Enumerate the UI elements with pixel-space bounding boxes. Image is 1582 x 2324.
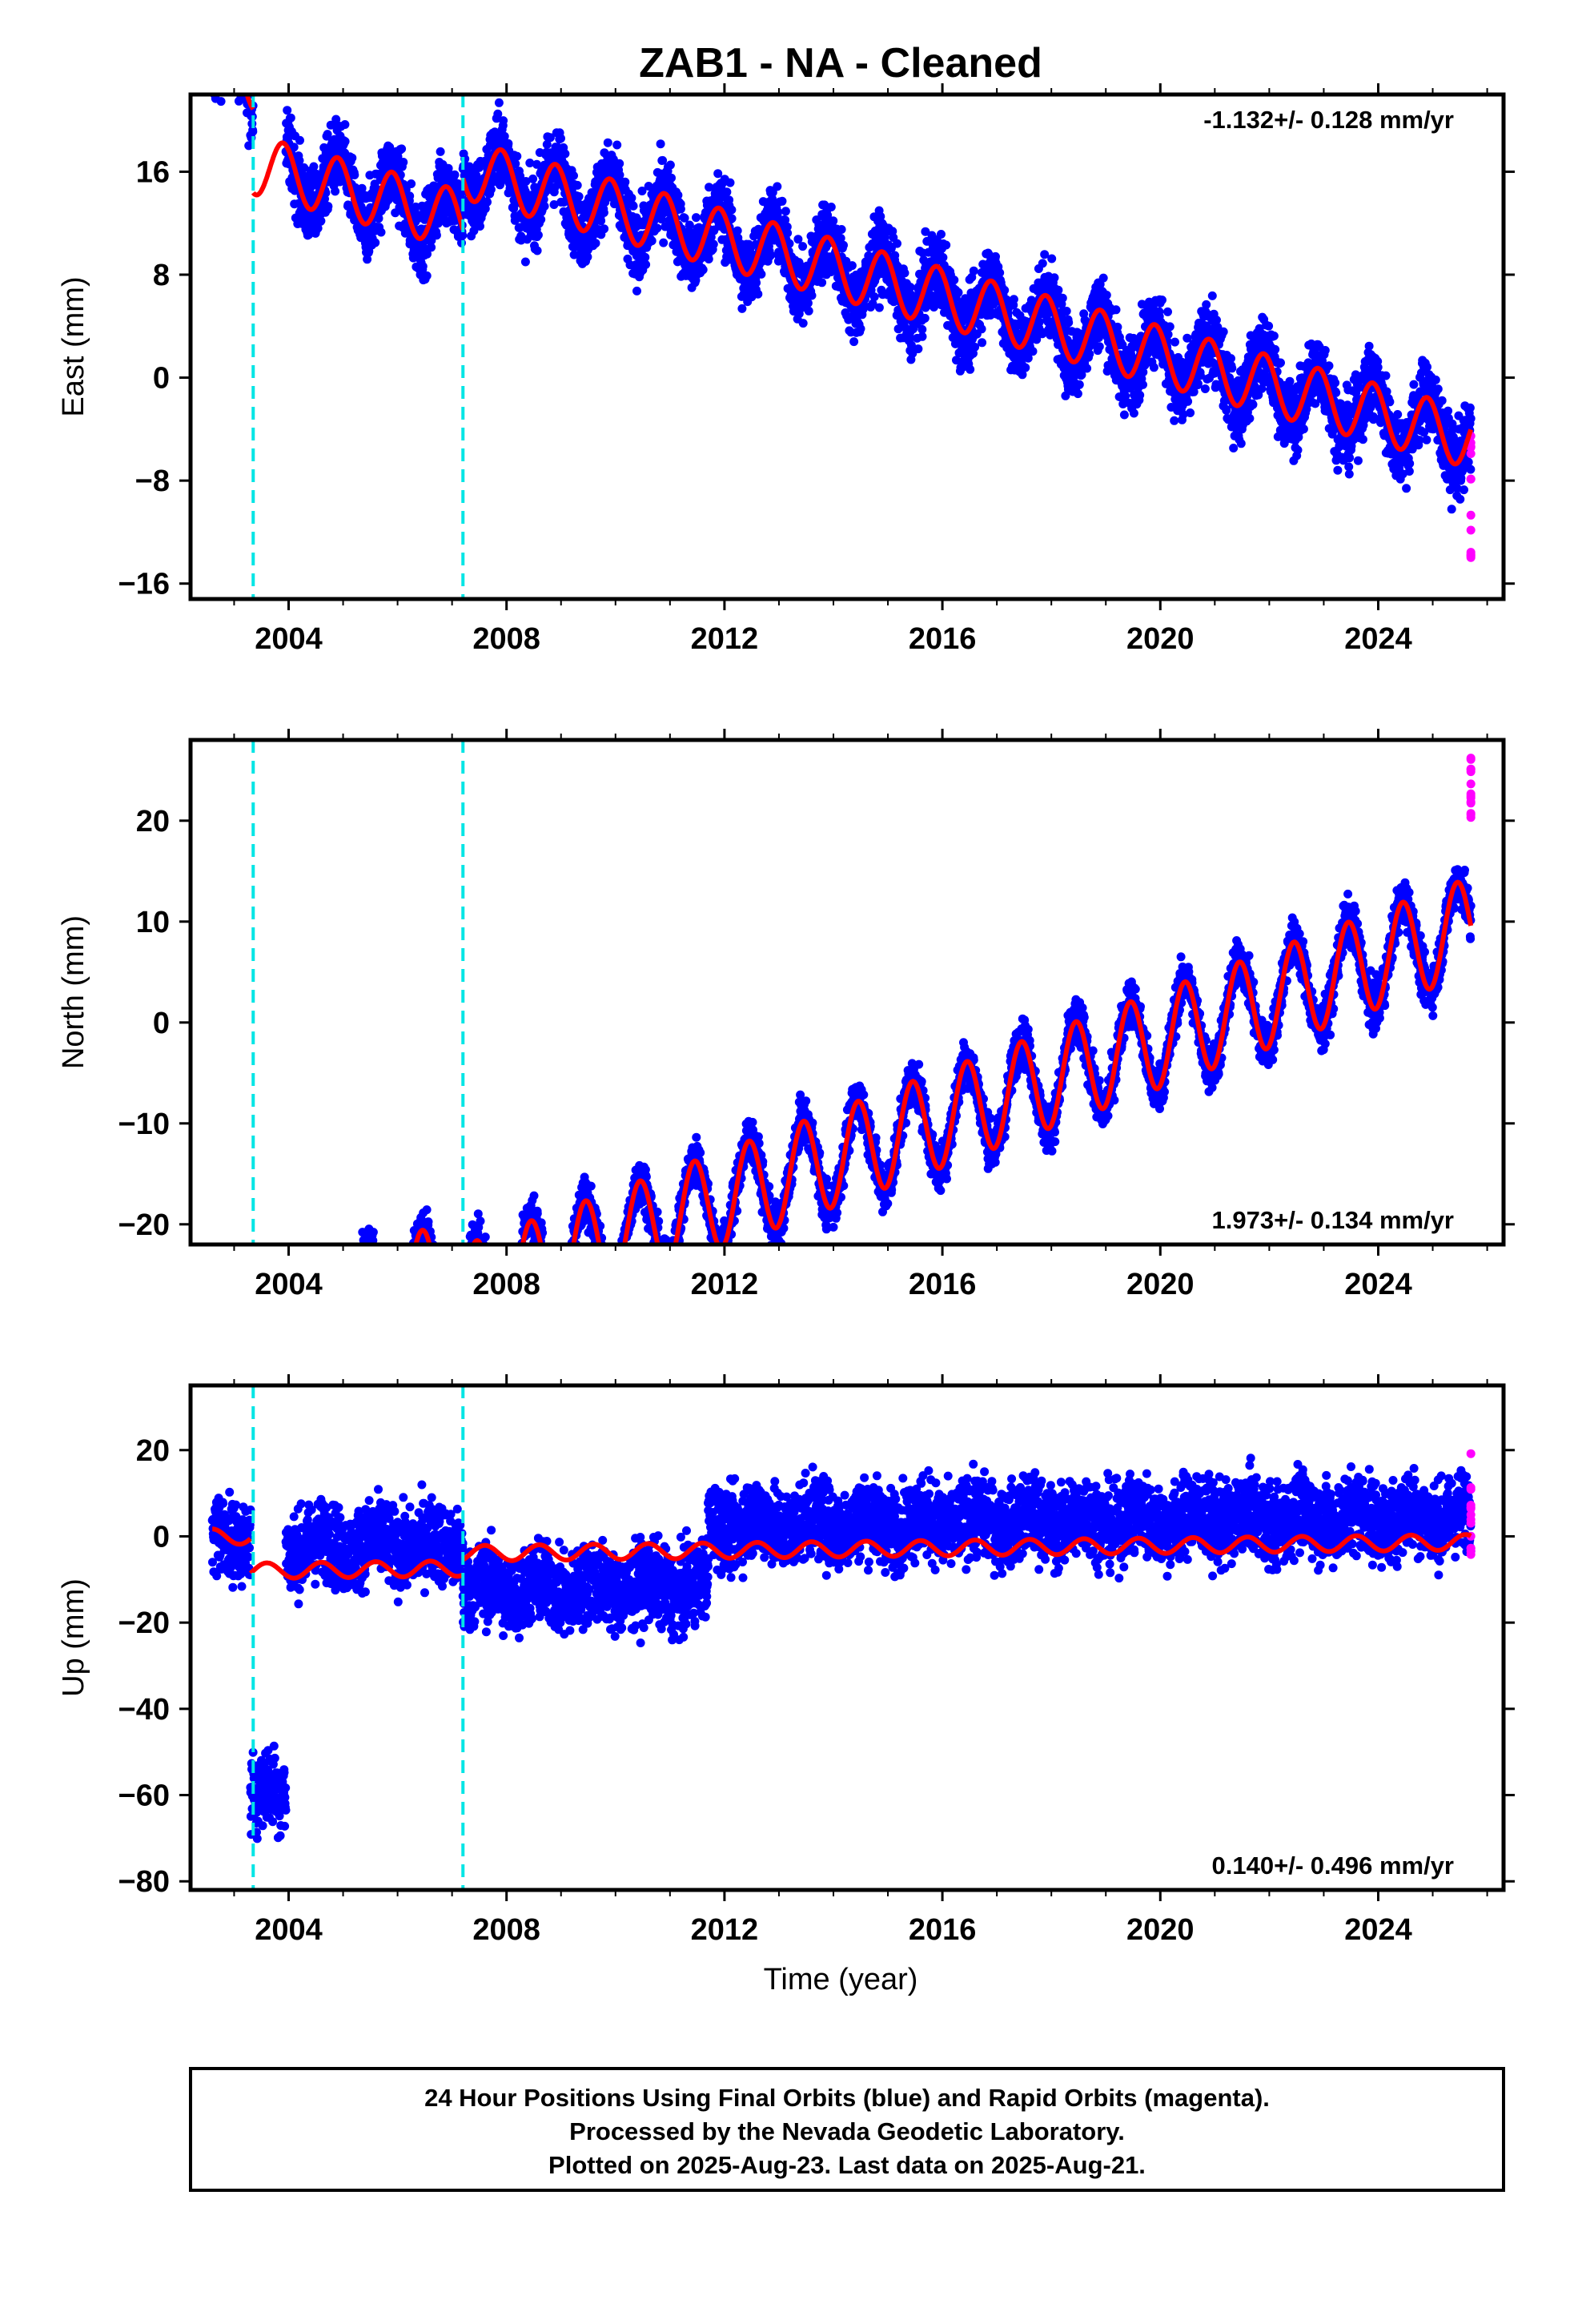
up-rapid-orbit-point: [1466, 1550, 1476, 1559]
east-rapid-orbit-point: [1466, 474, 1476, 484]
north-y-tick-label: 10: [136, 906, 170, 939]
panel-east: 2004 2008 2012 2016 2020 2024 16 8 0 −8 −16 East (m…: [57, 83, 1515, 656]
east-y-tick-label: 8: [153, 259, 170, 292]
north-x-tick-label: 2016: [909, 1268, 977, 1301]
east-rapid-orbit-point: [1466, 449, 1476, 458]
north-final-orbit-points: [358, 865, 1476, 1244]
east-x-tick-label: 2004: [255, 622, 323, 656]
x-axis-label: Time (year): [764, 1963, 918, 1996]
east-frame: [188, 92, 1506, 601]
east-rapid-orbit-point: [1466, 525, 1476, 535]
up-model-curve-4: [707, 1532, 1472, 1561]
east-x-tick-label: 2016: [909, 622, 977, 656]
up-x-tick-label: 2004: [255, 1913, 323, 1947]
north-x-tick-label: 2004: [255, 1268, 323, 1301]
up-rapid-orbit-point: [1466, 1485, 1476, 1494]
north-frame: [188, 738, 1506, 1247]
up-rapid-orbit-point: [1466, 1504, 1476, 1514]
north-rapid-orbit-points: [1466, 754, 1476, 822]
up-model-curve-2: [284, 1558, 464, 1581]
north-rapid-orbit-point: [1466, 813, 1476, 822]
up-model-curve-3: [461, 1540, 709, 1563]
up-rapid-orbit-points: [1466, 1449, 1476, 1559]
east-rate-label: -1.132+/- 0.128 mm/yr: [1203, 106, 1454, 134]
east-model-curve-1: [251, 140, 288, 198]
north-x-tick-label: 2020: [1126, 1268, 1195, 1301]
up-y-axis-label: Up (mm): [57, 1578, 90, 1697]
east-y-tick-label: −8: [135, 464, 170, 498]
east-y-axis-label: East (mm): [57, 276, 90, 416]
footer-line-2: Processed by the Nevada Geodetic Laborat…: [569, 2117, 1125, 2145]
up-rate-label: 0.140+/- 0.496 mm/yr: [1212, 1852, 1454, 1880]
up-x-tick-label: 2016: [909, 1913, 977, 1947]
footer-line-1: 24 Hour Positions Using Final Orbits (bl…: [424, 2084, 1270, 2112]
north-final-orbit-scatter: [358, 865, 1476, 1244]
north-x-tick-label: 2024: [1344, 1268, 1412, 1301]
east-model-curve-3: [460, 147, 1474, 467]
up-frame: [188, 1383, 1506, 1892]
up-x-tick-label: 2012: [691, 1913, 759, 1947]
up-x-tick-label: 2024: [1344, 1913, 1412, 1947]
north-rapid-orbit-point: [1466, 767, 1476, 777]
east-x-tick-label: 2024: [1344, 622, 1412, 656]
up-y-tick-label: 20: [136, 1434, 170, 1468]
east-rapid-orbit-point: [1466, 443, 1476, 452]
up-y-tick-label: −40: [118, 1693, 170, 1727]
east-rapid-orbit-points: [1466, 432, 1476, 562]
east-rapid-orbit-point: [1466, 510, 1476, 520]
up-y-tick-label: −20: [118, 1606, 170, 1640]
panel-up: 2004 2008 2012 2016 2020 2024 20 0 −20 −40 −60 −80 U…: [57, 1374, 1515, 1947]
north-y-tick-label: −20: [118, 1208, 170, 1242]
up-rapid-orbit-point: [1466, 1544, 1476, 1553]
east-y-tick-label: 0: [153, 362, 170, 396]
north-model-curve-1: [471, 879, 1474, 1244]
up-x-tick-label: 2020: [1126, 1913, 1195, 1947]
east-x-tick-label: 2012: [691, 622, 759, 656]
east-y-tick-label: 16: [136, 155, 170, 189]
up-final-orbit-points: [207, 1454, 1476, 1844]
up-model-curve-1: [248, 1560, 287, 1578]
east-rapid-orbit-point: [1466, 548, 1476, 557]
north-y-axis-label: North (mm): [57, 915, 90, 1069]
north-y-tick-label: 0: [153, 1007, 170, 1040]
north-model-curve-0: [413, 1228, 432, 1244]
north-x-tick-label: 2008: [472, 1268, 540, 1301]
footer-box: 24 Hour Positions Using Final Orbits (bl…: [189, 2067, 1505, 2192]
footer-frame: [189, 2067, 1505, 2192]
up-final-orbit-scatter: [207, 1454, 1476, 1844]
east-y-tick-label: −16: [118, 568, 170, 601]
up-y-tick-label: −80: [118, 1865, 170, 1899]
east-model-curve-2: [283, 143, 466, 242]
east-x-tick-label: 2020: [1126, 622, 1195, 656]
north-rapid-orbit-point: [1466, 754, 1476, 764]
up-rapid-orbit-point: [1466, 1515, 1476, 1524]
north-rapid-orbit-point: [1466, 779, 1476, 789]
up-x-tick-label: 2008: [472, 1913, 540, 1947]
chart-title: ZAB1 - NA - Cleaned: [639, 40, 1042, 86]
panel-north: 2004 2008 2012 2016 2020 2024 20 10 0 −10 −20 North…: [57, 729, 1515, 1301]
up-rapid-orbit-point: [1466, 1449, 1476, 1458]
up-model-curve-0: [212, 1526, 252, 1547]
north-rate-label: 1.973+/- 0.134 mm/yr: [1212, 1206, 1454, 1234]
up-y-tick-label: −60: [118, 1779, 170, 1813]
up-y-tick-label: 0: [153, 1520, 170, 1554]
north-rapid-orbit-point: [1466, 793, 1476, 802]
north-y-tick-label: 20: [136, 805, 170, 838]
north-y-tick-label: −10: [118, 1108, 170, 1141]
footer-line-3: Plotted on 2025-Aug-23. Last data on 202…: [548, 2151, 1146, 2179]
north-x-tick-label: 2012: [691, 1268, 759, 1301]
east-x-tick-label: 2008: [472, 622, 540, 656]
